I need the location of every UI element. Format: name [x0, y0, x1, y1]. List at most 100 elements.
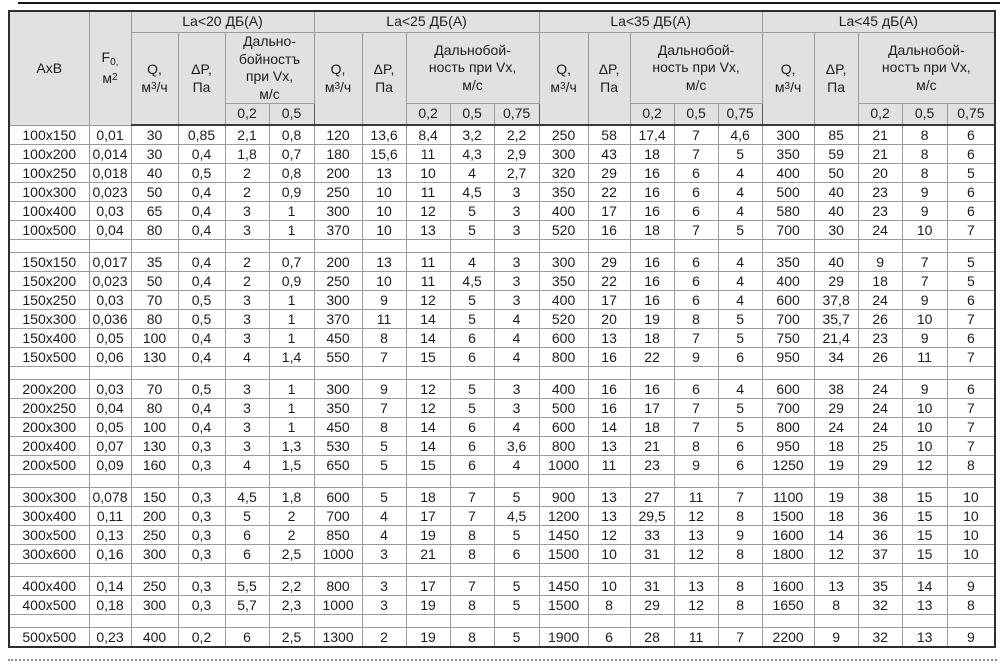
value-cell: 50	[130, 182, 179, 202]
value-cell: 5	[946, 252, 996, 272]
value-cell: 70	[130, 379, 179, 399]
empty-cell	[629, 614, 675, 628]
empty-cell	[224, 239, 270, 253]
value-cell: 10	[946, 525, 996, 545]
empty-cell	[268, 474, 315, 488]
value-cell: 450	[313, 417, 363, 437]
value-cell: 14	[901, 576, 948, 596]
value-cell: 7	[717, 627, 763, 648]
value-cell: 5	[449, 290, 495, 310]
value-cell: 530	[313, 436, 363, 456]
col-header-speed: 0,2	[629, 103, 675, 126]
value-cell: 300	[130, 595, 179, 615]
empty-cell	[813, 614, 859, 628]
value-cell: 2,7	[493, 163, 540, 183]
value-cell: 950	[761, 347, 815, 367]
value-cell: 950	[761, 436, 815, 456]
value-cell: 21,4	[813, 328, 859, 348]
value-cell: 9	[901, 290, 948, 310]
value-cell: 1500	[538, 595, 589, 615]
table-row: 100х250 0,018 40 0,5 2 0,8 200 13 10 4 2,7 320 29 16 6…	[8, 163, 996, 183]
value-cell: 13	[673, 576, 719, 596]
value-cell: 400	[130, 627, 179, 648]
value-cell: 300	[761, 124, 815, 145]
value-cell: 1100	[761, 487, 815, 507]
area-cell: 0,11	[88, 506, 132, 526]
value-cell: 12	[673, 506, 719, 526]
value-cell: 4,5	[449, 271, 495, 291]
value-cell: 18	[813, 506, 859, 526]
value-cell: 5,7	[224, 595, 270, 615]
size-cell: 100х500	[8, 220, 90, 240]
value-cell: 16	[629, 182, 675, 202]
col-header-area: F0, м2	[88, 10, 132, 126]
value-cell: 15	[901, 525, 948, 545]
size-cell: 200х500	[8, 455, 90, 475]
table-row: 300х600 0,16 300 0,3 6 2,5 1000 3 21 8 6 1500 10 31 12…	[8, 544, 996, 564]
empty-cell	[361, 474, 407, 488]
value-cell: 18	[629, 220, 675, 240]
value-cell: 16	[629, 290, 675, 310]
value-cell: 10	[946, 487, 996, 507]
value-cell: 25	[857, 436, 903, 456]
size-cell: 150х200	[8, 271, 90, 291]
value-cell: 13	[901, 627, 948, 648]
value-cell: 700	[313, 506, 363, 526]
value-cell: 3	[493, 398, 540, 418]
empty-cell	[673, 563, 719, 577]
value-cell: 14	[587, 417, 631, 437]
table-row: 150х200 0,023 50 0,4 2 0,9 250 10 11 4,5 3 350 22 16 6…	[8, 271, 996, 291]
empty-cell	[857, 474, 903, 488]
value-cell: 8	[449, 544, 495, 564]
value-cell: 9	[717, 525, 763, 545]
value-cell: 550	[313, 347, 363, 367]
value-cell: 3	[493, 252, 540, 272]
value-cell: 120	[313, 124, 363, 145]
value-cell: 16	[587, 220, 631, 240]
value-cell: 800	[538, 347, 589, 367]
empty-cell	[901, 239, 948, 253]
value-cell: 35,7	[813, 309, 859, 329]
value-cell: 23	[857, 201, 903, 221]
empty-cell	[88, 366, 132, 380]
size-cell: 100х250	[8, 163, 90, 183]
table-row: 400х500 0,18 300 0,3 5,7 2,3 1000 3 19 8 5 1500 8 29 1…	[8, 595, 996, 615]
value-cell: 2,9	[493, 144, 540, 164]
empty-cell	[8, 366, 90, 380]
value-cell: 50	[130, 271, 179, 291]
empty-cell	[901, 563, 948, 577]
value-cell: 0,4	[177, 182, 226, 202]
value-cell: 250	[538, 124, 589, 145]
value-cell: 40	[813, 201, 859, 221]
empty-cell	[449, 239, 495, 253]
value-cell: 400	[761, 163, 815, 183]
value-cell: 10	[361, 271, 407, 291]
col-header-pressure: ΔP, Па	[813, 32, 859, 126]
empty-cell	[177, 366, 226, 380]
value-cell: 1600	[761, 525, 815, 545]
table-body: 100х150 0,01 30 0,85 2,1 0,8 120 13,6 8,4 3,2 2,2 2…	[8, 124, 996, 648]
value-cell: 14	[405, 309, 451, 329]
empty-cell	[493, 239, 540, 253]
value-cell: 3	[493, 220, 540, 240]
empty-cell	[493, 614, 540, 628]
col-header-flow: Q, м3/ч	[538, 32, 589, 126]
value-cell: 2,3	[268, 595, 315, 615]
value-cell: 29,5	[629, 506, 675, 526]
top-rule	[18, 2, 1000, 4]
value-cell: 7	[901, 252, 948, 272]
value-cell: 5	[717, 144, 763, 164]
value-cell: 29	[813, 398, 859, 418]
value-cell: 1,4	[268, 347, 315, 367]
value-cell: 1,8	[268, 487, 315, 507]
value-cell: 5	[449, 201, 495, 221]
value-cell: 80	[130, 398, 179, 418]
col-header-pressure: ΔP, Па	[587, 32, 631, 126]
value-cell: 0,3	[177, 525, 226, 545]
empty-cell	[946, 614, 996, 628]
value-cell: 6	[673, 252, 719, 272]
value-cell: 2,5	[268, 544, 315, 564]
value-cell: 3	[493, 201, 540, 221]
value-cell: 7	[449, 576, 495, 596]
value-cell: 10	[587, 544, 631, 564]
